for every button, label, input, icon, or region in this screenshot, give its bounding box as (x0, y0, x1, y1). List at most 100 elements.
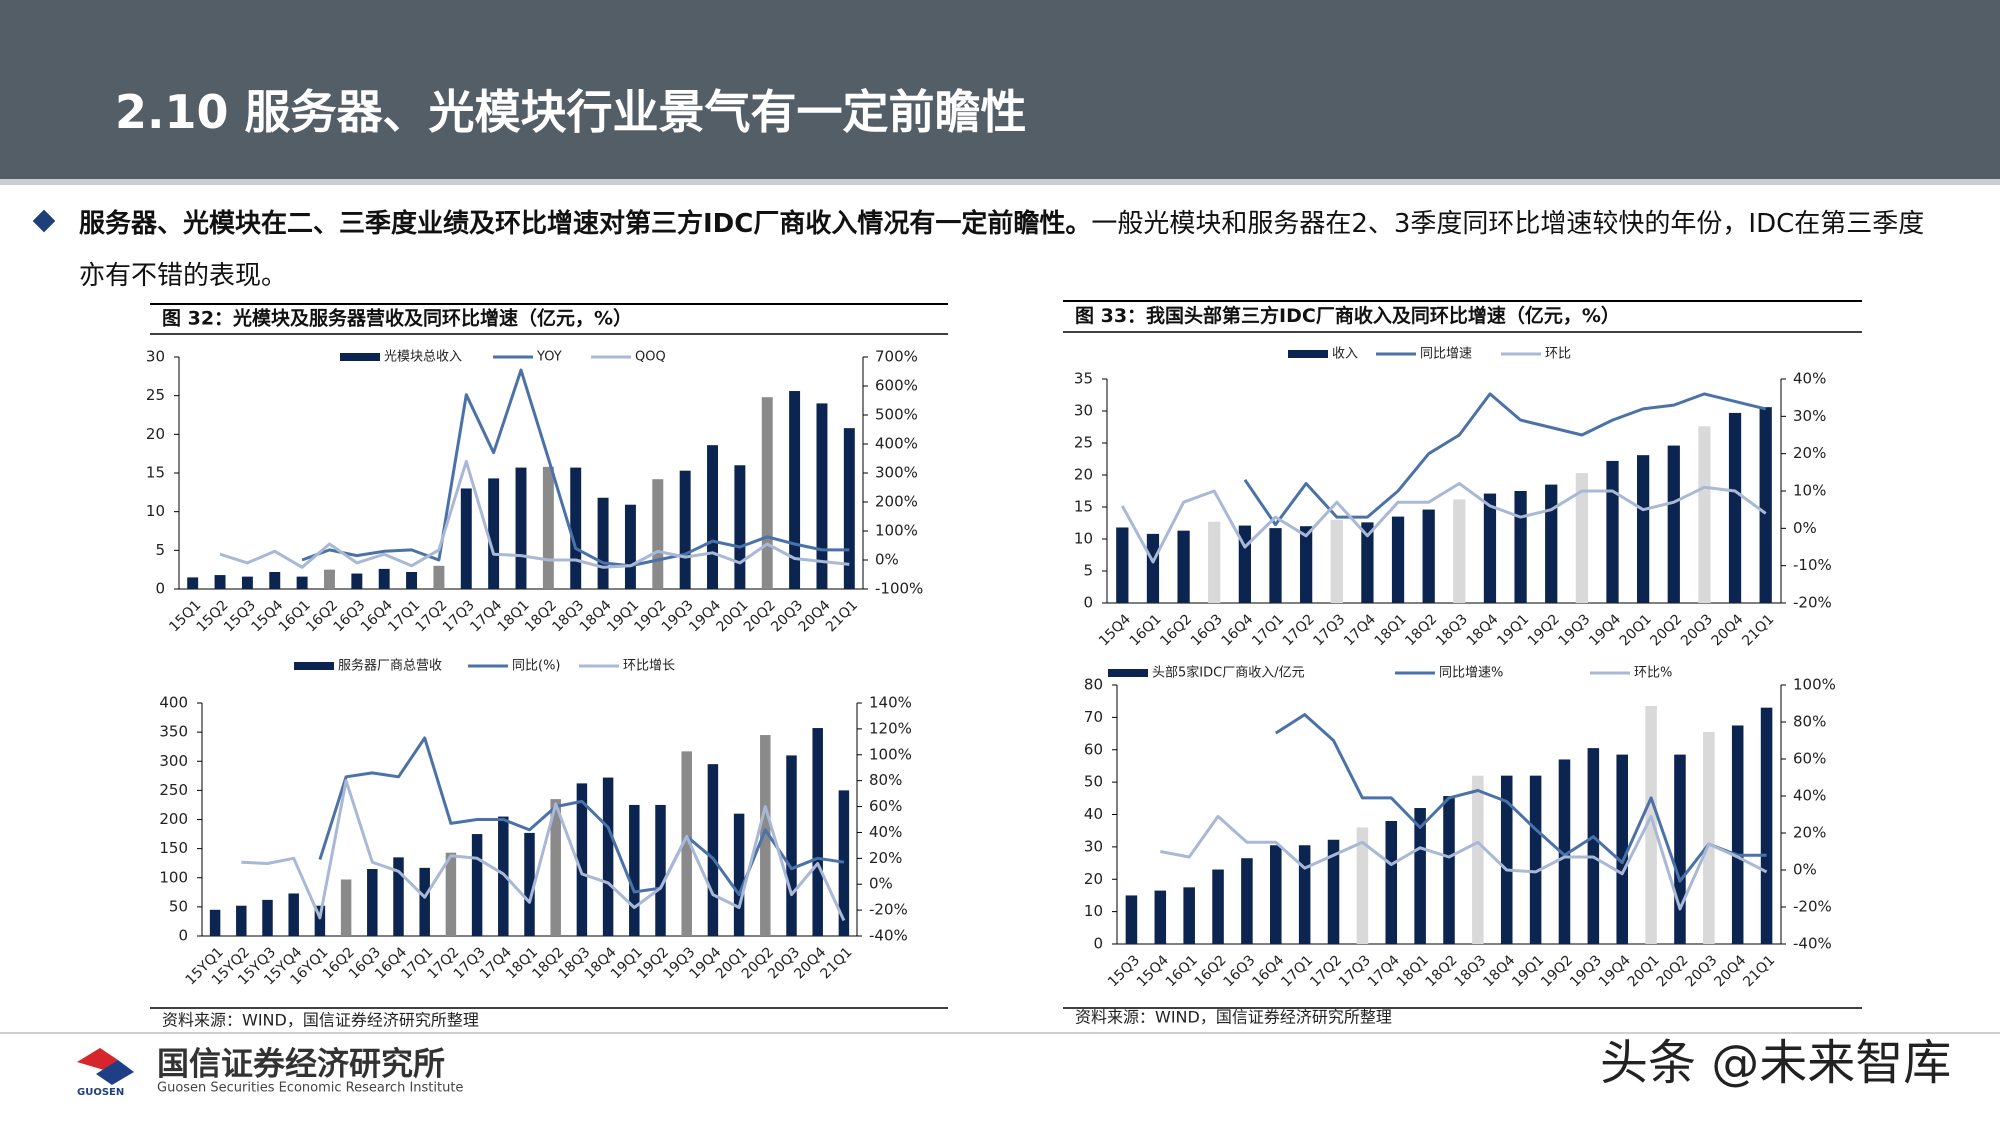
org-name-en: Guosen Securities Economic Research Inst… (157, 1081, 463, 1096)
bar (269, 571, 281, 589)
bar (214, 575, 226, 589)
bar (515, 467, 527, 589)
x-tick-label: 18Q3 (1433, 611, 1471, 649)
y-tick-label: 400 (159, 694, 188, 712)
y-tick-label: 250 (159, 781, 188, 799)
x-tick-label: 16Q4 (1249, 952, 1287, 990)
y-tick-label: 10 (1084, 902, 1103, 920)
bar (241, 576, 253, 589)
x-tick-label: 15Q4 (1134, 952, 1172, 990)
legend-label: QOQ (635, 350, 666, 365)
bar (445, 852, 457, 936)
y-tick-label: 35 (1074, 370, 1093, 388)
y2-tick-label: 500% (875, 406, 918, 424)
bar (488, 478, 500, 589)
x-tick-label: 18Q4 (1480, 952, 1518, 990)
x-tick-label: 16Q1 (1163, 952, 1201, 990)
y-tick-label: 25 (1074, 434, 1093, 452)
bar (1385, 820, 1398, 944)
bar (236, 905, 247, 936)
bar (1483, 493, 1497, 603)
y2-tick-label: 0% (869, 875, 893, 893)
bar (1443, 796, 1455, 944)
source: 资料来源：WIND，国信证券经济研究所整理 (162, 1011, 479, 1030)
legend-swatch (1108, 669, 1148, 677)
bullet-normal: 一般光模块和服务器在2、3季度同环比增速较快的年份，IDC在第三季度亦有不错的表… (79, 209, 1925, 291)
bar (1361, 522, 1374, 603)
y-tick-label: 25 (146, 386, 165, 404)
bar (524, 832, 535, 936)
x-tick-label: 21Q1 (1739, 611, 1777, 649)
y-tick-label: 50 (169, 897, 188, 915)
x-tick-label: 17Q4 (1365, 952, 1403, 990)
bar (288, 893, 299, 936)
bar (602, 777, 614, 936)
bar (1330, 519, 1343, 603)
y2-tick-label: 200% (875, 493, 918, 511)
y-tick-label: 70 (1084, 708, 1103, 726)
y-tick-label: 60 (1084, 740, 1103, 758)
legend-swatch (294, 662, 334, 670)
bar (1703, 731, 1715, 944)
bar (624, 504, 636, 589)
y2-tick-label: -10% (1793, 556, 1832, 574)
x-tick-label: 16Q4 (1219, 611, 1257, 649)
bar (1759, 407, 1772, 603)
x-tick-label: 19Q2 (1538, 952, 1576, 990)
bar (1760, 707, 1773, 944)
y-tick-label: 200 (159, 810, 188, 828)
y2-tick-label: 120% (869, 719, 912, 737)
source: 资料来源：WIND，国信证券经济研究所整理 (1075, 1008, 1392, 1027)
series-line (241, 779, 846, 922)
bar (1698, 426, 1711, 603)
y2-tick-label: -40% (1793, 935, 1832, 953)
bar (1422, 509, 1435, 603)
x-tick-label: 15Q4 (1096, 611, 1134, 649)
y-tick-label: 150 (159, 839, 188, 857)
bar (597, 497, 609, 589)
x-tick-label: 20Q4 (1709, 611, 1747, 649)
series-line (1120, 482, 1767, 564)
x-tick-label: 18Q1 (1394, 952, 1432, 990)
bar (378, 568, 390, 589)
y2-tick-label: 140% (869, 694, 912, 712)
bar (707, 445, 718, 589)
x-tick-label: 21Q1 (823, 597, 861, 635)
bar (1116, 527, 1129, 603)
y2-tick-label: 300% (875, 464, 918, 482)
y-tick-label: 40 (1084, 805, 1103, 823)
bar (789, 391, 801, 589)
bar (838, 790, 850, 936)
y-tick-label: 0 (178, 927, 188, 945)
bar (1500, 775, 1513, 944)
bar (570, 467, 582, 589)
bar (367, 869, 378, 936)
y2-tick-label: 80% (869, 771, 902, 789)
legend-label: 光模块总收入 (384, 350, 462, 365)
y2-tick-label: -20% (869, 901, 908, 919)
y2-tick-label: 40% (1793, 787, 1826, 805)
x-tick-label: 21Q1 (1740, 952, 1778, 990)
bar (1674, 754, 1686, 944)
x-tick-label: 20Q3 (1682, 952, 1720, 990)
y-tick-label: 0 (1083, 594, 1093, 612)
bar (576, 783, 588, 936)
x-tick-label: 20Q2 (1654, 952, 1692, 990)
y2-tick-label: 30% (1793, 407, 1826, 425)
y2-tick-label: 100% (1793, 676, 1836, 694)
header-title: 2.10 服务器、光模块行业景气有一定前瞻性 (115, 85, 1027, 139)
bar (843, 428, 855, 589)
y2-tick-label: -20% (1793, 898, 1832, 916)
bar (187, 577, 199, 589)
bar (314, 905, 326, 936)
y-tick-label: 20 (1084, 870, 1103, 888)
org-name: 国信证券经济研究所 (157, 1045, 445, 1083)
y2-tick-label: 20% (1793, 444, 1826, 462)
bar (1587, 748, 1600, 944)
header-bar: 2.10 服务器、光模块行业景气有一定前瞻性 (0, 0, 2000, 185)
x-tick-label: 17Q2 (1280, 611, 1318, 649)
bar (816, 403, 828, 589)
x-tick-label: 18Q1 (1372, 611, 1410, 649)
